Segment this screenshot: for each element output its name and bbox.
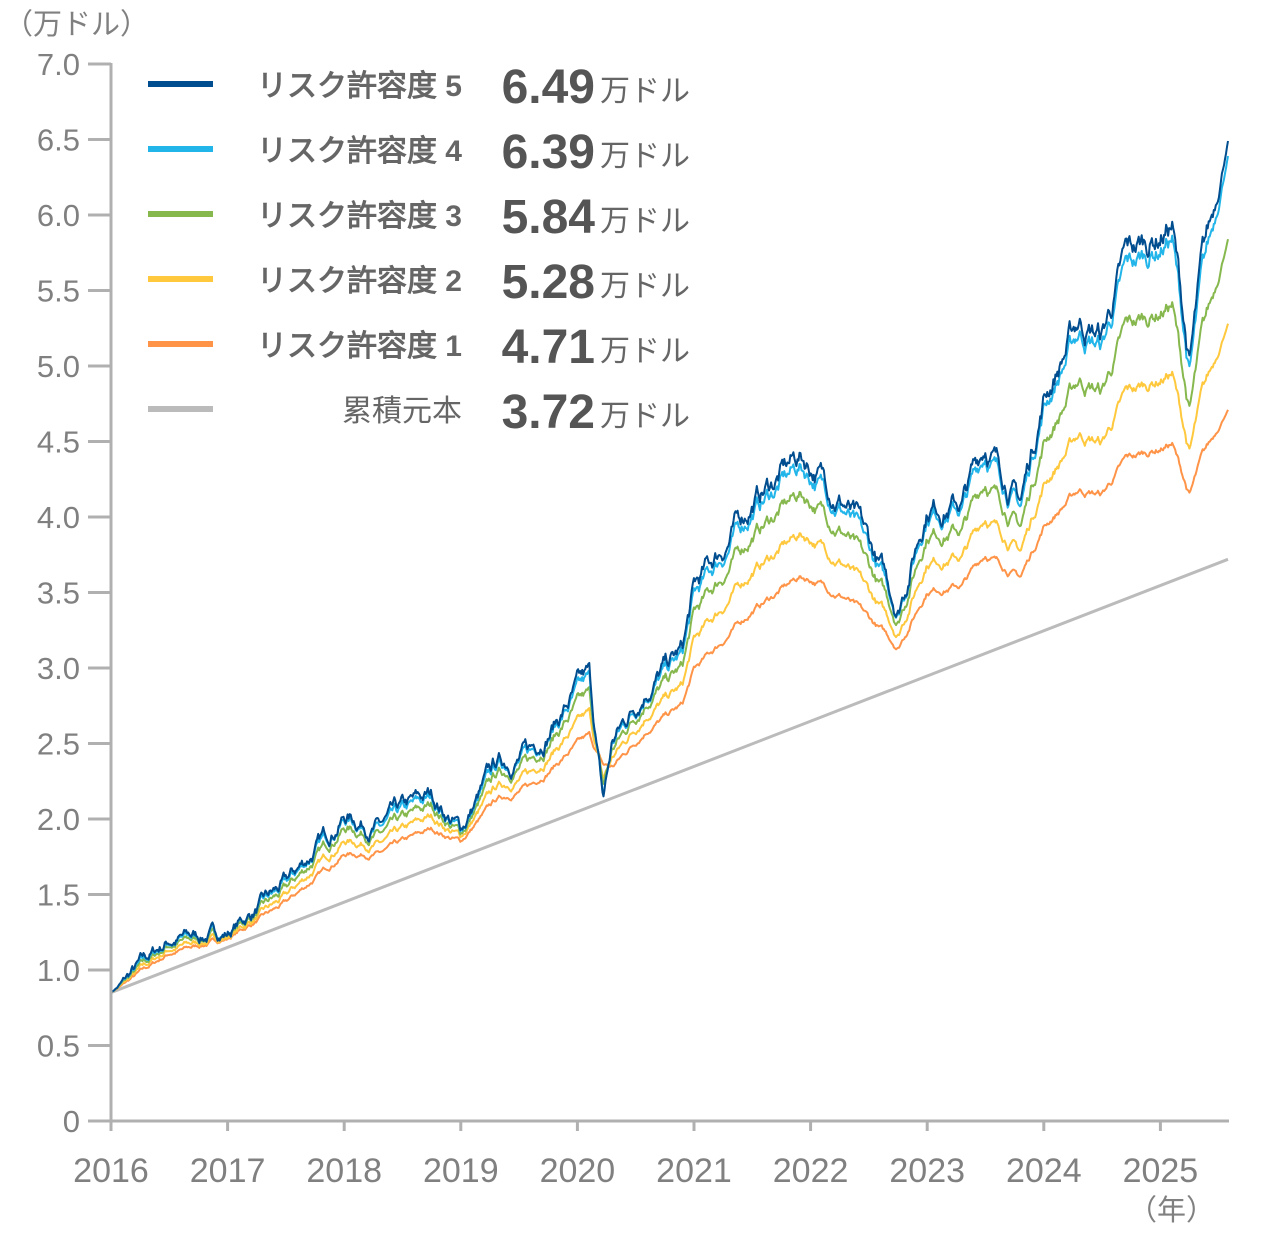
y-tick-label: 5.5 [37,274,80,309]
legend-unit: 万ドル [600,400,690,433]
x-tick-label: 2024 [1006,1152,1082,1190]
legend-label: リスク許容度 4 [257,135,462,168]
y-tick-label: 6.5 [37,123,80,158]
y-tick-label: 3.5 [37,576,80,611]
y-tick-label: 5.0 [37,349,80,384]
x-axis: 2016 2017 2018 2019 2020 2021 2022 2023 2024 2025 [73,1121,1198,1190]
y-tick-label: 0 [63,1104,80,1139]
x-tick-label: 2018 [306,1152,382,1190]
legend-item: リスク許容度 3 5.84 万ドル [148,191,690,244]
y-tick-label: 7.0 [37,47,80,82]
legend-label: リスク許容度 5 [257,70,462,103]
series-line-risk-5 [110,140,1229,994]
legend-item: 累積元本 3.72 万ドル [148,386,690,439]
legend-final-value: 6.49 [502,61,595,114]
y-tick-label: 1.0 [37,953,80,988]
x-tick-label: 2020 [540,1152,616,1190]
legend-unit: 万ドル [600,270,690,303]
legend-item: リスク許容度 1 4.71 万ドル [148,321,690,374]
legend-item: リスク許容度 4 6.39 万ドル [148,126,690,179]
y-tick-label: 4.5 [37,425,80,460]
y-axis-unit-label: （万ドル） [4,9,149,41]
y-tick-label: 6.0 [37,198,80,233]
x-tick-label: 2016 [73,1152,149,1190]
legend-final-value: 5.28 [502,256,595,309]
legend-final-value: 6.39 [502,126,595,179]
legend-label: リスク許容度 1 [257,330,462,363]
series-lines [110,140,1229,994]
legend-item: リスク許容度 5 6.49 万ドル [148,61,690,114]
y-tick-label: 3.0 [37,651,80,686]
legend-final-value: 5.84 [502,191,596,244]
y-tick-label: 2.5 [37,727,80,762]
legend-label: リスク許容度 2 [257,265,462,298]
series-line-risk-1 [110,409,1229,994]
y-tick-label: 1.5 [37,878,80,913]
x-tick-label: 2023 [889,1152,965,1190]
legend-final-value: 4.71 [502,321,595,374]
y-tick-label: 0.5 [37,1029,80,1064]
x-axis-unit-label: （年） [1128,1194,1215,1227]
x-tick-label: 2019 [423,1152,499,1190]
legend-item: リスク許容度 2 5.28 万ドル [148,256,690,309]
series-line-risk-3 [110,238,1229,994]
legend-unit: 万ドル [600,205,690,238]
legend-final-value: 3.72 [502,386,595,439]
x-tick-label: 2025 [1123,1152,1199,1190]
y-tick-label: 4.0 [37,500,80,535]
legend-label: 累積元本 [342,395,462,428]
legend-unit: 万ドル [600,75,690,108]
x-tick-label: 2021 [656,1152,732,1190]
legend-label: リスク許容度 3 [257,200,462,233]
series-line-risk-2 [110,323,1229,994]
x-tick-label: 2022 [773,1152,849,1190]
x-tick-label: 2017 [190,1152,266,1190]
series-line-principal [110,557,1229,994]
y-axis: 0 0.5 1.0 1.5 2.0 2.5 3.0 3.5 4.0 4.5 5.0 5.5 6.0 6.5… [37,47,111,1139]
axes [109,63,1229,1123]
y-tick-label: 2.0 [37,802,80,837]
legend-unit: 万ドル [600,140,690,173]
legend-unit: 万ドル [600,335,690,368]
